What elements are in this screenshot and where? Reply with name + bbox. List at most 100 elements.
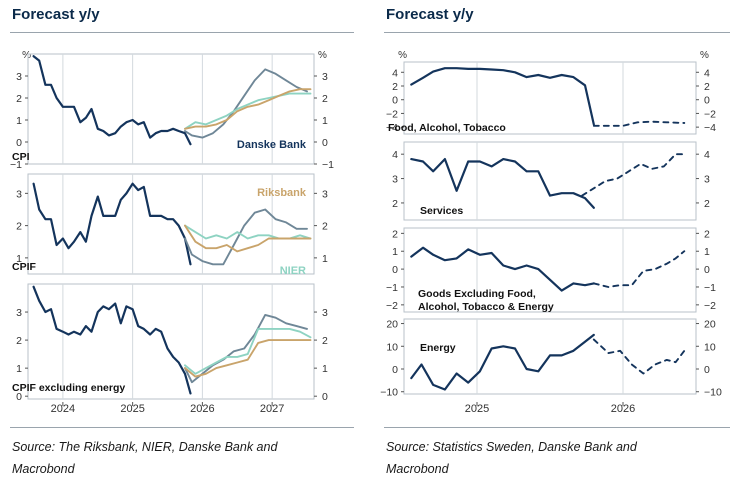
y-tick-label-right: 2 bbox=[322, 335, 328, 347]
panel-title: Energy bbox=[420, 342, 456, 354]
series-line-4 bbox=[184, 339, 312, 378]
y-tick-label-right: 0 bbox=[322, 137, 328, 149]
panel-frame bbox=[403, 318, 697, 395]
y-tick-label-left: 3 bbox=[16, 71, 22, 83]
right-unit-right: % bbox=[700, 50, 709, 61]
y-tick-label-left: 0 bbox=[392, 95, 398, 107]
right-title-rule bbox=[384, 32, 730, 33]
y-tick-label-left: 1 bbox=[392, 246, 398, 258]
series-line-1 bbox=[410, 67, 595, 126]
x-tick-label: 2027 bbox=[260, 403, 284, 415]
y-tick-label-right: 1 bbox=[322, 253, 328, 265]
y-tick-label-left: 2 bbox=[392, 198, 398, 210]
series-line-2 bbox=[184, 68, 308, 139]
y-tick-label-left: 0 bbox=[392, 364, 398, 376]
left-title-rule bbox=[10, 32, 354, 33]
x-tick-label: 2025 bbox=[465, 403, 489, 415]
y-tick-label-right: 2 bbox=[322, 93, 328, 105]
y-tick-label-right: 2 bbox=[322, 221, 328, 233]
panel-title: CPIF bbox=[12, 261, 37, 273]
y-tick-label-left: −1 bbox=[386, 282, 398, 294]
y-tick-label-left: 4 bbox=[392, 149, 398, 161]
y-tick-label-right: 0 bbox=[322, 391, 328, 403]
y-tick-label-right: −4 bbox=[704, 122, 716, 134]
right-source-line2: Macrobond bbox=[386, 462, 449, 476]
y-tick-label-right: 10 bbox=[704, 341, 716, 353]
series-line-3 bbox=[184, 92, 312, 130]
series-line-2 bbox=[581, 153, 686, 197]
series-line-4 bbox=[184, 224, 312, 253]
series-annotation: NIER bbox=[280, 265, 306, 277]
y-tick-label-left: 4 bbox=[392, 67, 398, 79]
y-tick-label-right: −2 bbox=[704, 108, 716, 120]
panel-frame bbox=[27, 53, 315, 165]
y-tick-label-right: 3 bbox=[704, 174, 710, 186]
y-tick-label-left: 1 bbox=[16, 115, 22, 127]
y-tick-label-left: 2 bbox=[16, 221, 22, 233]
y-tick-label-left: 2 bbox=[392, 81, 398, 93]
left-source: Source: The Riksbank, NIER, Danske Bank … bbox=[12, 436, 277, 480]
left-unit-left: % bbox=[22, 50, 31, 61]
y-tick-label-right: 3 bbox=[322, 188, 328, 200]
y-tick-label-right: 0 bbox=[704, 264, 710, 276]
series-line-2 bbox=[184, 208, 308, 266]
y-tick-label-right: 3 bbox=[322, 307, 328, 319]
y-tick-label-left: −4 bbox=[386, 122, 398, 134]
panel-title: Services bbox=[420, 205, 463, 217]
right-panel-4: −10 −10 0 0 10 10 20 20 Energy bbox=[380, 318, 722, 399]
y-tick-label-left: −2 bbox=[386, 300, 398, 312]
y-tick-label-left: −2 bbox=[386, 108, 398, 120]
y-tick-label-left: 1 bbox=[16, 253, 22, 265]
y-tick-label-left: −10 bbox=[380, 387, 398, 399]
series-line-2 bbox=[592, 250, 686, 288]
y-tick-label-right: 1 bbox=[322, 115, 328, 127]
y-tick-label-right: 2 bbox=[704, 198, 710, 210]
left-panel-1: −1 −1 0 0 1 1 2 2 3 3 CPI Danske Bank bbox=[10, 53, 334, 171]
y-tick-label-left: 3 bbox=[392, 174, 398, 186]
series-annotation: Danske Bank bbox=[237, 139, 307, 151]
right-source: Source: Statistics Sweden, Danske Bank a… bbox=[386, 436, 637, 480]
y-tick-label-right: 0 bbox=[704, 364, 710, 376]
y-tick-label-right: 2 bbox=[704, 228, 710, 240]
series-line-2 bbox=[592, 338, 686, 375]
panel-title: CPI bbox=[12, 151, 30, 163]
left-title: Forecast y/y bbox=[12, 6, 100, 23]
x-tick-label: 2025 bbox=[120, 403, 144, 415]
y-tick-label-right: 1 bbox=[704, 246, 710, 258]
left-panel-2: 1 1 2 2 3 3 CPIF Riksbank NIER bbox=[12, 173, 328, 277]
left-chart-figure: % % −1 −1 0 0 1 1 2 2 3 3 CPI Danske Bank 1 1 2 2 3 3 CPIF Ri… bbox=[10, 50, 334, 415]
right-unit-left: % bbox=[398, 50, 407, 61]
y-tick-label-left: 2 bbox=[392, 228, 398, 240]
y-tick-label-right: 2 bbox=[704, 81, 710, 93]
panel-title: Food, Alcohol, Tobacco bbox=[388, 122, 506, 134]
y-tick-label-right: −2 bbox=[704, 300, 716, 312]
y-tick-label-left: 2 bbox=[16, 335, 22, 347]
y-tick-label-right: −1 bbox=[322, 159, 334, 171]
right-panel-3: −2 −2 −1 −1 0 0 1 1 2 2 Goods Excluding Food,Alcoh… bbox=[386, 227, 716, 313]
right-source-rule bbox=[384, 427, 730, 428]
panel-frame bbox=[403, 227, 697, 313]
y-tick-label-right: 20 bbox=[704, 319, 716, 331]
y-tick-label-left: 20 bbox=[386, 319, 398, 331]
y-tick-label-right: 1 bbox=[322, 363, 328, 375]
y-tick-label-right: −1 bbox=[704, 282, 716, 294]
panel-title-line1: Goods Excluding Food, bbox=[418, 288, 536, 300]
y-tick-label-left: 0 bbox=[392, 264, 398, 276]
series-line-2 bbox=[184, 313, 308, 384]
y-tick-label-left: 0 bbox=[16, 137, 22, 149]
right-source-line1: Source: Statistics Sweden, Danske Bank a… bbox=[386, 440, 637, 454]
series-line-2 bbox=[592, 120, 686, 127]
y-tick-label-right: −10 bbox=[704, 387, 722, 399]
panel-frame bbox=[27, 283, 315, 400]
right-panel-2: 2 2 3 3 4 4 Services bbox=[392, 141, 710, 221]
series-line-3 bbox=[184, 327, 312, 375]
series-line-1 bbox=[410, 157, 595, 209]
series-line-1 bbox=[410, 333, 595, 391]
right-title: Forecast y/y bbox=[386, 6, 474, 23]
series-line-1 bbox=[32, 55, 192, 146]
y-tick-label-right: 4 bbox=[704, 67, 710, 79]
left-source-rule bbox=[10, 427, 354, 428]
y-tick-label-left: 0 bbox=[16, 391, 22, 403]
series-line-3 bbox=[184, 224, 312, 240]
